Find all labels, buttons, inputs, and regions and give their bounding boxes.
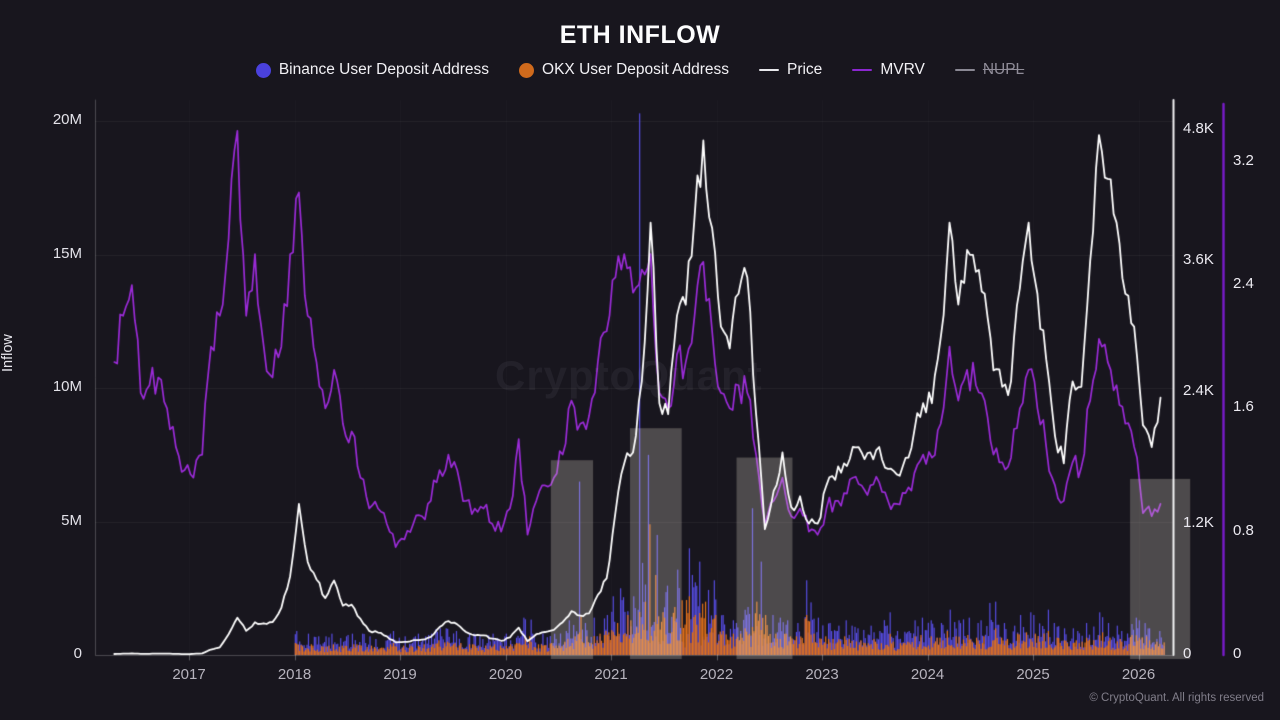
legend-item-mvrv[interactable]: MVRV (852, 61, 925, 79)
legend-label: MVRV (880, 61, 925, 78)
inflow-tick-label: 0 (73, 645, 82, 662)
inflow-tick-label: 20M (52, 111, 82, 129)
year-tick-label: 2022 (699, 666, 734, 683)
legend-item-binance-user-deposit-address[interactable]: Binance User Deposit Address (255, 61, 490, 79)
year-tick-label: 2020 (488, 666, 523, 683)
inflow-tick-label: 10M (52, 378, 82, 396)
line-marker-icon (852, 68, 873, 72)
legend-item-nupl[interactable]: NUPL (954, 61, 1025, 79)
inflow-axis-title: Inflow (0, 334, 16, 372)
year-tick-label: 2018 (277, 666, 312, 683)
year-tick-label: 2017 (172, 666, 206, 683)
legend: Binance User Deposit Address OKX User Dep… (0, 61, 1280, 79)
price-tick-label: 0 (1183, 645, 1192, 662)
mvrv-tick-label: 1.6 (1233, 398, 1254, 416)
legend-label: OKX User Deposit Address (542, 61, 729, 78)
price-tick-label: 1.2K (1183, 513, 1214, 531)
mvrv-tick-label: 0.8 (1233, 521, 1254, 539)
circle-marker-icon (519, 62, 535, 78)
mvrv-tick-label: 2.4 (1233, 275, 1254, 292)
legend-label: Price (786, 61, 823, 78)
mvrv-tick-label: 0 (1233, 645, 1242, 662)
inflow-tick-label: 15M (52, 244, 82, 262)
line-marker-icon (758, 68, 779, 72)
year-tick-label: 2024 (910, 666, 945, 683)
price-tick-label: 4.8K (1183, 119, 1214, 137)
legend-label: NUPL (982, 61, 1025, 78)
year-tick-label: 2023 (805, 666, 839, 683)
year-tick-label: 2021 (594, 666, 628, 683)
circle-marker-icon (255, 62, 271, 78)
line-marker-icon (954, 68, 975, 72)
chart-title: ETH INFLOW (559, 21, 721, 49)
year-tick-label: 2019 (383, 666, 417, 683)
mvrv-tick-label: 3.2 (1233, 151, 1254, 169)
inflow-tick-label: 5M (61, 511, 82, 529)
year-tick-label: 2025 (1016, 666, 1050, 683)
legend-label: Binance User Deposit Address (278, 61, 490, 78)
copyright-notice: © CryptoQuant. All rights reserved (1089, 692, 1264, 704)
price-tick-label: 3.6K (1183, 250, 1214, 268)
legend-item-price[interactable]: Price (758, 61, 823, 79)
year-tick-label: 2026 (1121, 666, 1156, 683)
legend-item-okx-user-deposit-address[interactable]: OKX User Deposit Address (519, 61, 729, 79)
price-tick-label: 2.4K (1183, 382, 1214, 400)
